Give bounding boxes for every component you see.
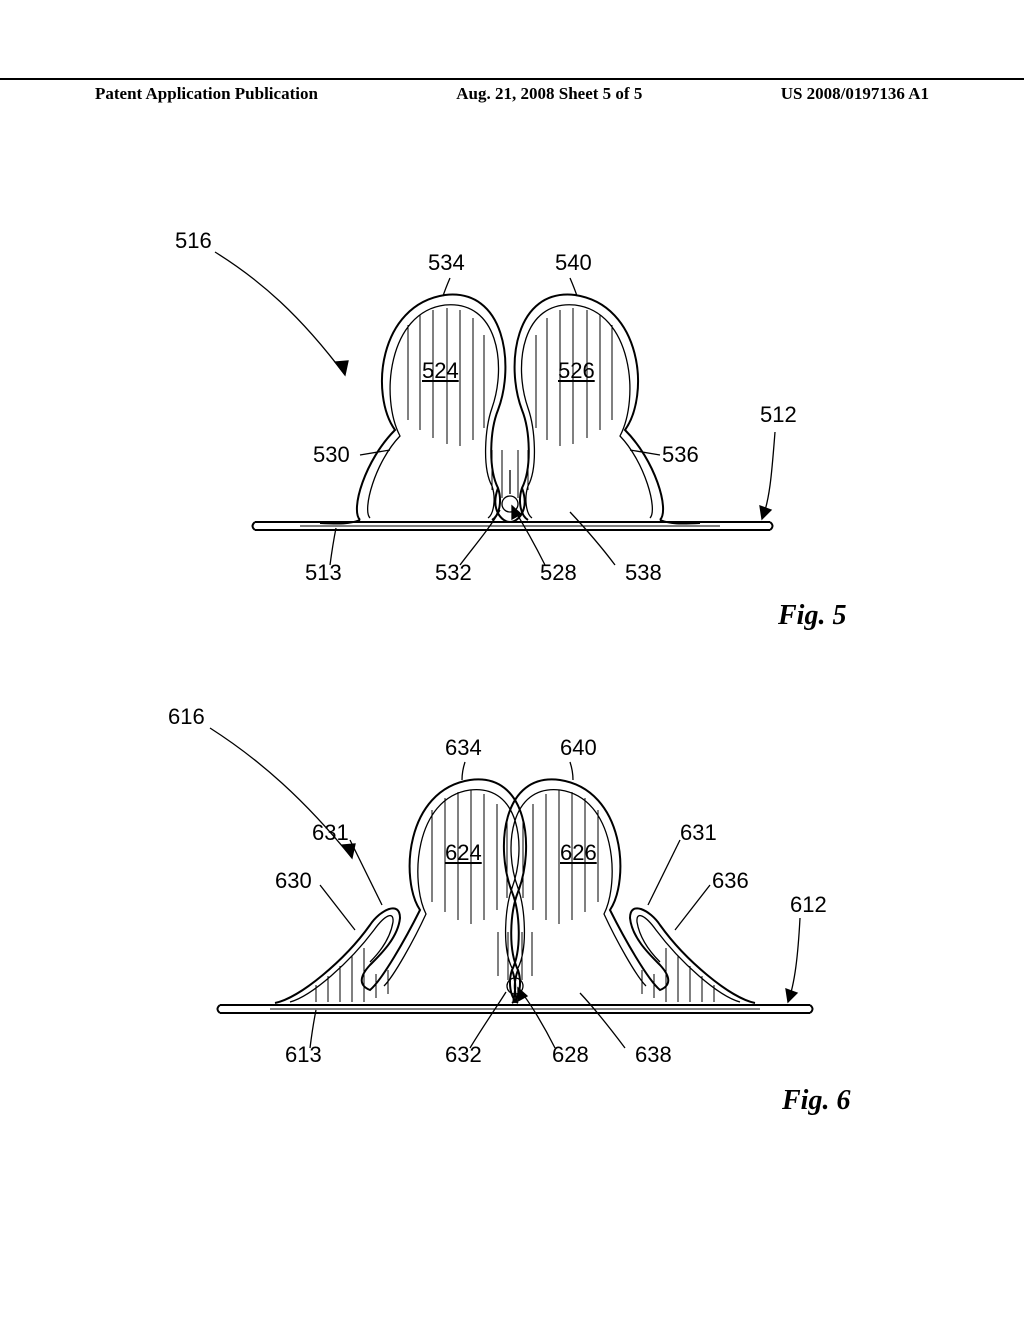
ref-640: 640 [560,735,597,761]
page-header: Patent Application Publication Aug. 21, … [0,78,1024,104]
header-row: Patent Application Publication Aug. 21, … [0,84,1024,104]
ref-636: 636 [712,868,749,894]
ref-632: 632 [445,1042,482,1068]
ref-512: 512 [760,402,797,428]
figure-6: 616 634 640 631 631 624 626 630 636 612 … [0,680,1024,1120]
ref-634: 634 [445,735,482,761]
header-right: US 2008/0197136 A1 [781,84,929,104]
ref-630: 630 [275,868,312,894]
ref-534: 534 [428,250,465,276]
header-left: Patent Application Publication [95,84,318,104]
figure-5-drawing [0,210,1024,630]
figure-5-caption: Fig. 5 [778,600,846,632]
ref-538: 538 [625,560,662,586]
ref-631-left: 631 [312,820,349,846]
ref-624: 624 [445,840,482,866]
ref-638: 638 [635,1042,672,1068]
ref-631-right: 631 [680,820,717,846]
ref-528: 528 [540,560,577,586]
figure-5: 516 534 540 524 526 512 530 536 513 532 … [0,210,1024,630]
ref-513: 513 [305,560,342,586]
ref-628: 628 [552,1042,589,1068]
ref-532: 532 [435,560,472,586]
ref-616: 616 [168,704,205,730]
ref-526: 526 [558,358,595,384]
ref-613: 613 [285,1042,322,1068]
header-center: Aug. 21, 2008 Sheet 5 of 5 [456,84,642,104]
ref-536: 536 [662,442,699,468]
ref-516: 516 [175,228,212,254]
ref-540: 540 [555,250,592,276]
figure-6-drawing [0,680,1024,1120]
ref-530: 530 [313,442,350,468]
ref-626: 626 [560,840,597,866]
ref-524: 524 [422,358,459,384]
figure-6-caption: Fig. 6 [782,1085,850,1117]
ref-612: 612 [790,892,827,918]
